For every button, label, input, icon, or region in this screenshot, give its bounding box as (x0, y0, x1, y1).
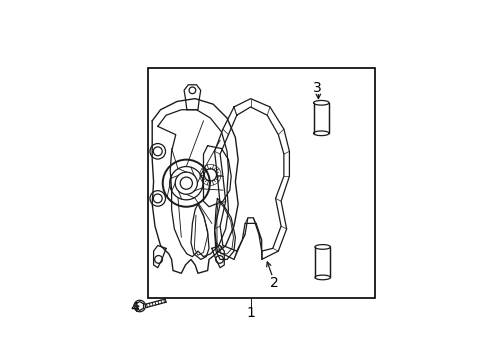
Ellipse shape (314, 244, 330, 249)
Bar (148, 68, 375, 298)
Bar (314, 247, 330, 278)
Text: 2: 2 (269, 276, 278, 290)
Ellipse shape (313, 131, 328, 136)
Text: 3: 3 (312, 81, 321, 95)
Ellipse shape (313, 100, 328, 105)
Ellipse shape (314, 275, 330, 280)
Bar (313, 103, 328, 133)
Text: 1: 1 (245, 306, 255, 320)
Text: 4: 4 (130, 301, 139, 315)
